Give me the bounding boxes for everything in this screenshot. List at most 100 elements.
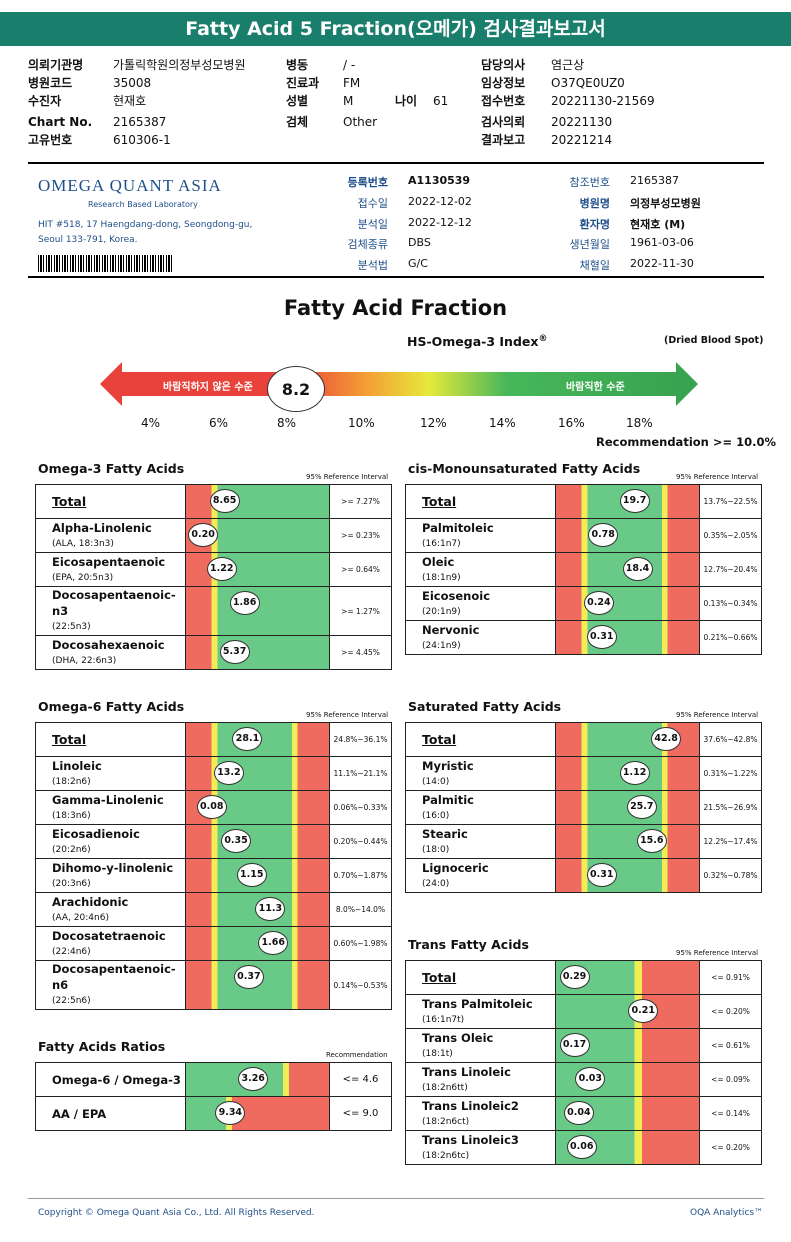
value-bar: 5.37 <box>185 635 330 670</box>
acid-name-cell: Trans Oleic (18:1t) <box>405 1028 556 1063</box>
header-value: M <box>343 94 354 108</box>
index-tick-label: 14% <box>489 416 516 430</box>
reference-range: 37.6%~42.8% <box>699 722 762 757</box>
value-bar: 0.03 <box>555 1062 700 1097</box>
value-bar: 25.7 <box>555 790 700 825</box>
acid-code: (20:3n6) <box>52 878 91 889</box>
acid-code: (18:2n6) <box>52 776 91 787</box>
acid-name-cell: Docosatetraenoic (22:4n6) <box>35 926 186 961</box>
acid-code: (14:0) <box>422 776 450 787</box>
table-row: Docosapentaenoic-n6 (22:5n6) 0.37 0.14%~0.5… <box>35 960 392 1010</box>
table-row: Eicosenoic (20:1n9) 0.24 0.13%~0.34% <box>405 586 762 621</box>
acid-name: Docosatetraenoic <box>52 928 166 943</box>
acid-code: (EPA, 20:5n3) <box>52 572 114 583</box>
acid-name-cell: Total <box>405 722 556 757</box>
header-label: Chart No. <box>28 115 93 129</box>
acid-code: (18:0) <box>422 844 450 855</box>
acid-name: Stearic <box>422 826 468 841</box>
acid-name-cell: Nervonic (24:1n9) <box>405 620 556 655</box>
value-bar: 0.06 <box>555 1130 700 1165</box>
header-value: 61 <box>433 94 449 108</box>
lab-field-label: 채혈일 <box>579 259 610 272</box>
reference-interval-label: 95% Reference Interval <box>676 949 759 957</box>
table-row: Lignoceric (24:0) 0.31 0.32%~0.78% <box>405 858 762 893</box>
lab-field-value: G/C <box>408 257 428 270</box>
section-title: cis-Monounsaturated Fatty Acids <box>408 461 641 476</box>
value-marker: 0.29 <box>559 965 590 989</box>
value-bar: 1.12 <box>555 756 700 791</box>
table-row: Nervonic (24:1n9) 0.31 0.21%~0.66% <box>405 620 762 655</box>
header-label: 검체 <box>286 115 309 129</box>
header-label: 의뢰기관명 <box>28 58 84 72</box>
acid-name-cell: Dihomo-y-linolenic (20:3n6) <box>35 858 186 893</box>
bar-fill <box>186 587 329 635</box>
acid-code: (18:3n6) <box>52 810 91 821</box>
table-row: Gamma-Linolenic (18:3n6) 0.08 0.06%~0.33% <box>35 790 392 825</box>
table-row: Trans Linoleic2 (18:2n6ct) 0.04 <= 0.14% <box>405 1096 762 1131</box>
divider <box>28 162 764 164</box>
value-marker: 18.4 <box>622 557 653 581</box>
reference-range: 0.20%~0.44% <box>329 824 392 859</box>
table-row: Trans Oleic (18:1t) 0.17 <= 0.61% <box>405 1028 762 1063</box>
header-value: 20221214 <box>551 133 613 147</box>
fatty-acid-table: Total 28.1 24.8%~36.1% Linoleic (18:2n6) 13.2… <box>35 722 392 1010</box>
reference-range: >= 0.64% <box>329 552 392 587</box>
value-marker: 5.37 <box>219 640 250 664</box>
table-row: Alpha-Linolenic (ALA, 18:3n3) 0.20 >= 0.23% <box>35 518 392 553</box>
value-marker: 28.1 <box>232 727 263 751</box>
value-marker: 0.06 <box>566 1135 597 1159</box>
section-title: Saturated Fatty Acids <box>408 699 562 714</box>
header-value: 염근상 <box>551 58 585 72</box>
header-label: 담당의사 <box>481 58 526 72</box>
acid-name-cell: Arachidonic (AA, 20:4n6) <box>35 892 186 927</box>
header-value: 35008 <box>113 76 152 90</box>
reference-range: >= 0.23% <box>329 518 392 553</box>
section-title: Trans Fatty Acids <box>408 937 529 952</box>
table-row: Total 8.65 >= 7.27% <box>35 484 392 519</box>
reference-interval-label: Recommendation <box>326 1051 388 1059</box>
value-marker: 1.22 <box>206 557 237 581</box>
acid-name-cell: Palmitoleic (16:1n7) <box>405 518 556 553</box>
acid-name-cell: Trans Linoleic2 (18:2n6ct) <box>405 1096 556 1131</box>
reference-range: <= 9.0 <box>329 1096 392 1131</box>
acid-name: Eicosadienoic <box>52 826 140 841</box>
value-marker: 0.35 <box>221 829 252 853</box>
lab-field-value: 2022-12-02 <box>408 195 472 208</box>
bar-fill <box>186 757 329 790</box>
lab-logo-subtitle: Research Based Laboratory <box>88 200 198 209</box>
lab-field-value: 현재호 (M) <box>630 218 686 231</box>
index-recommendation: Recommendation >= 10.0% <box>596 435 777 449</box>
header-label: 결과보고 <box>481 133 526 147</box>
lab-field-label: 병원명 <box>579 197 610 210</box>
table-row: AA / EPA 9.34 <= 9.0 <box>35 1096 392 1131</box>
header-label: 병원코드 <box>28 76 73 90</box>
table-row: Total 19.7 13.7%~22.5% <box>405 484 762 519</box>
index-tick-label: 12% <box>420 416 447 430</box>
table-row: Trans Palmitoleic (16:1n7t) 0.21 <= 0.20% <box>405 994 762 1029</box>
acid-name-cell: Docosapentaenoic-n3 (22:5n3) <box>35 586 186 636</box>
omega3-index-arrow <box>100 362 698 406</box>
acid-name-cell: Docosapentaenoic-n6 (22:5n6) <box>35 960 186 1010</box>
value-bar: 0.35 <box>185 824 330 859</box>
brand-footer: OQA Analytics™ <box>690 1208 764 1218</box>
value-marker: 1.12 <box>619 761 650 785</box>
value-marker: 3.26 <box>238 1067 269 1091</box>
table-row: Palmitic (16:0) 25.7 21.5%~26.9% <box>405 790 762 825</box>
acid-name: Linoleic <box>52 758 102 773</box>
acid-name-cell: AA / EPA <box>35 1096 186 1131</box>
value-bar: 0.08 <box>185 790 330 825</box>
header-value: O37QE0UZ0 <box>551 76 625 90</box>
index-tick-label: 6% <box>209 416 229 430</box>
value-bar: 0.31 <box>555 620 700 655</box>
lab-field-value: 2165387 <box>630 174 679 187</box>
lab-field-value: 의정부성모병원 <box>630 197 701 210</box>
acid-code: (DHA, 22:6n3) <box>52 655 117 666</box>
reference-range: <= 0.14% <box>699 1096 762 1131</box>
value-marker: 0.37 <box>233 965 264 989</box>
acid-name-cell: Trans Palmitoleic (16:1n7t) <box>405 994 556 1029</box>
value-marker: 0.17 <box>559 1033 590 1057</box>
acid-name: Eicosapentaenoic <box>52 554 166 569</box>
header-label: 수진자 <box>28 94 62 108</box>
value-marker: 0.20 <box>188 523 219 547</box>
reference-interval-label: 95% Reference Interval <box>676 711 759 719</box>
